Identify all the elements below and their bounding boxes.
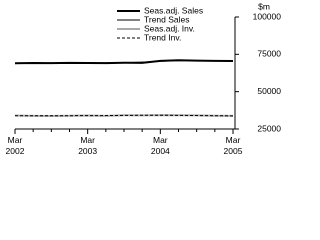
y-tick-label: 100000 bbox=[253, 11, 282, 21]
series-line bbox=[14, 60, 234, 64]
legend-label: Seas.adj. Sales bbox=[144, 5, 203, 15]
y-tick-label: 75000 bbox=[257, 49, 281, 59]
series-line bbox=[14, 114, 234, 117]
y-unit: $m bbox=[258, 1, 270, 11]
y-tick-label: 50000 bbox=[257, 86, 281, 96]
chart: $m 25000 50000 75000 100000 Mar 2002 Mar 2003 Ma… bbox=[6, 1, 282, 156]
x-tick-label: Mar 2005 bbox=[224, 135, 243, 156]
x-tick-label: Mar 2002 bbox=[6, 135, 25, 156]
y-tick-label: 25000 bbox=[257, 123, 281, 133]
legend-label: Seas.adj. Inv. bbox=[144, 23, 195, 33]
legend-label: Trend Sales bbox=[144, 14, 190, 24]
x-tick-label: Mar 2004 bbox=[151, 135, 170, 156]
x-tick-label: Mar 2003 bbox=[78, 135, 97, 156]
legend-label: Trend Inv. bbox=[144, 32, 181, 42]
